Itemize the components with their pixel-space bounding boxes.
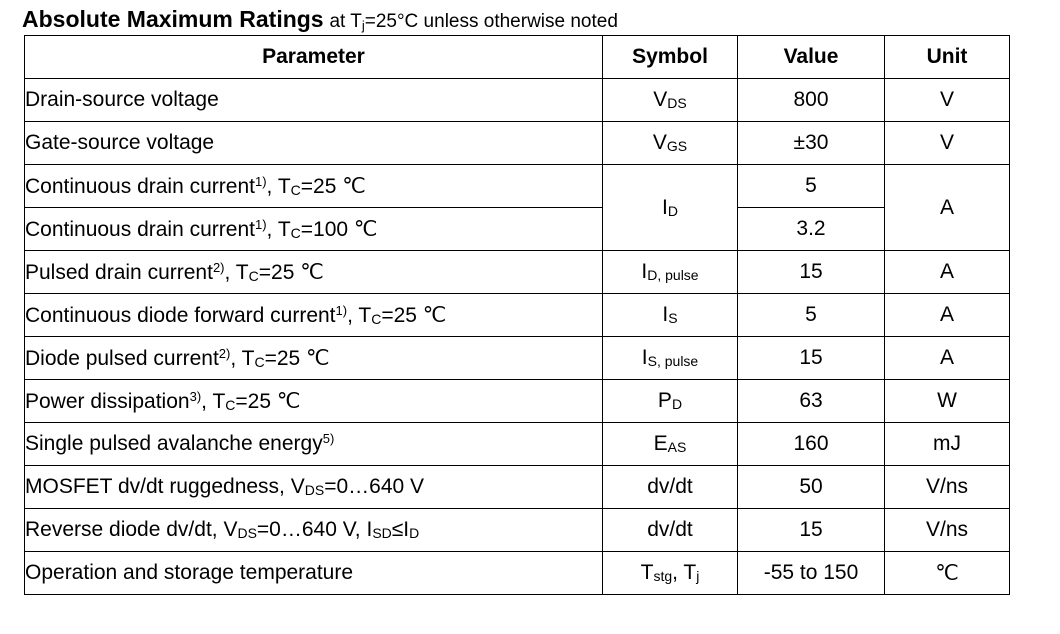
unit-cell: ℃ <box>884 551 1010 595</box>
header-unit: Unit <box>884 35 1010 79</box>
table-row: MOSFET dv/dt ruggedness, VDS=0…640 V dv/… <box>24 465 1010 509</box>
table-row: Reverse diode dv/dt, VDS=0…640 V, ISD≤ID… <box>24 508 1010 552</box>
table-row: Continuous diode forward current1), TC=2… <box>24 293 1010 337</box>
unit-cell: V/ns <box>884 508 1010 552</box>
table-row: Drain-source voltage VDS 800 V <box>24 78 1010 122</box>
header-parameter: Parameter <box>24 35 603 79</box>
parameter-cell: Gate-source voltage <box>24 121 603 165</box>
value-cell: 15 <box>737 336 885 380</box>
symbol-cell: IS <box>602 293 738 337</box>
parameter-cell: Power dissipation3), TC=25 ℃ <box>24 379 603 423</box>
table-row: Power dissipation3), TC=25 ℃ PD 63 W <box>24 379 1010 423</box>
symbol-cell: EAS <box>602 422 738 466</box>
header-value: Value <box>737 35 885 79</box>
value-cell: 15 <box>737 250 885 294</box>
table-row: Pulsed drain current2), TC=25 ℃ ID, puls… <box>24 250 1010 294</box>
table-row: Continuous drain current1), TC=100 ℃ 3.2 <box>24 207 1010 251</box>
header-row: Parameter Symbol Value Unit <box>24 35 1010 79</box>
unit-cell: V <box>884 121 1010 165</box>
value-cell: 50 <box>737 465 885 509</box>
parameter-cell: Single pulsed avalanche energy5) <box>24 422 603 466</box>
parameter-cell: Continuous drain current1), TC=100 ℃ <box>24 207 603 251</box>
table-heading: Absolute Maximum Ratings at Tj=25°C unle… <box>22 4 618 37</box>
symbol-cell: Tstg, Tj <box>602 551 738 595</box>
symbol-cell: VDS <box>602 78 738 122</box>
symbol-cell: IS, pulse <box>602 336 738 380</box>
value-cell: 63 <box>737 379 885 423</box>
table-row: Diode pulsed current2), TC=25 ℃ IS, puls… <box>24 336 1010 380</box>
symbol-cell: ID, pulse <box>602 250 738 294</box>
table-row: Single pulsed avalanche energy5) EAS 160… <box>24 422 1010 466</box>
value-cell: 5 <box>737 293 885 337</box>
unit-cell: A <box>884 164 1010 251</box>
symbol-cell: VGS <box>602 121 738 165</box>
unit-cell: mJ <box>884 422 1010 466</box>
unit-cell: A <box>884 293 1010 337</box>
value-cell: 15 <box>737 508 885 552</box>
table-row: Gate-source voltage VGS ±30 V <box>24 121 1010 165</box>
parameter-cell: Diode pulsed current2), TC=25 ℃ <box>24 336 603 380</box>
symbol-cell: dv/dt <box>602 508 738 552</box>
value-cell: ±30 <box>737 121 885 165</box>
header-symbol: Symbol <box>602 35 738 79</box>
parameter-cell: Continuous diode forward current1), TC=2… <box>24 293 603 337</box>
parameter-cell: MOSFET dv/dt ruggedness, VDS=0…640 V <box>24 465 603 509</box>
parameter-cell: Drain-source voltage <box>24 78 603 122</box>
value-cell: -55 to 150 <box>737 551 885 595</box>
parameter-cell: Pulsed drain current2), TC=25 ℃ <box>24 250 603 294</box>
unit-cell: V <box>884 78 1010 122</box>
value-cell: 160 <box>737 422 885 466</box>
parameter-cell: Reverse diode dv/dt, VDS=0…640 V, ISD≤ID <box>24 508 603 552</box>
unit-cell: A <box>884 250 1010 294</box>
table-row: Continuous drain current1), TC=25 ℃ ID 5… <box>24 164 1010 251</box>
unit-cell: A <box>884 336 1010 380</box>
unit-cell: V/ns <box>884 465 1010 509</box>
heading-note: at Tj=25°C unless otherwise noted <box>329 11 618 33</box>
value-cell: 5 <box>737 164 885 208</box>
ratings-table: Parameter Symbol Value Unit Drain-source… <box>24 35 1010 595</box>
value-cell: 3.2 <box>737 207 885 251</box>
symbol-cell: PD <box>602 379 738 423</box>
unit-cell: W <box>884 379 1010 423</box>
heading-title: Absolute Maximum Ratings <box>22 6 324 32</box>
parameter-cell: Continuous drain current1), TC=25 ℃ <box>24 164 603 208</box>
symbol-cell: dv/dt <box>602 465 738 509</box>
value-cell: 800 <box>737 78 885 122</box>
parameter-cell: Operation and storage temperature <box>24 551 603 595</box>
table-row: Operation and storage temperature Tstg, … <box>24 551 1010 595</box>
symbol-cell: ID <box>602 164 738 251</box>
